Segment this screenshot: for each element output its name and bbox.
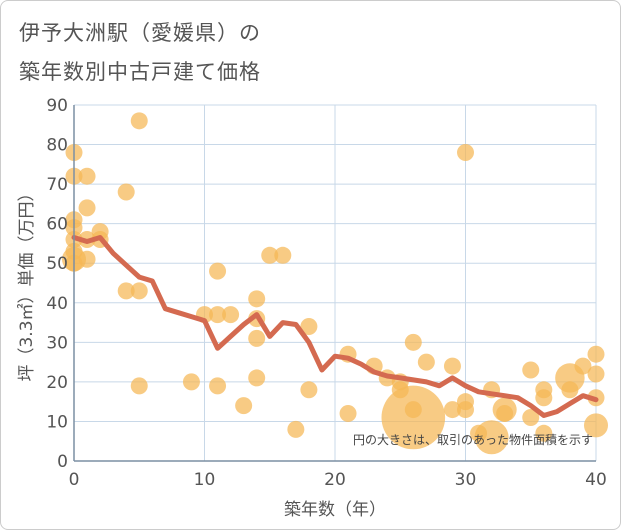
bubble-point <box>248 329 266 347</box>
x-tick-label: 30 <box>455 470 477 490</box>
bubble-point <box>457 143 474 161</box>
chart-title-line2: 築年数別中古戸建て価格 <box>19 60 261 84</box>
bubble-point <box>404 333 422 351</box>
y-tick-label: 10 <box>46 412 68 432</box>
bubble-point <box>496 405 514 423</box>
bubble-point <box>522 361 540 379</box>
bubble-point <box>443 401 461 419</box>
bubble-point <box>274 246 292 264</box>
bubble-point <box>209 377 227 395</box>
bubble-point <box>535 424 553 442</box>
bubble-point <box>522 408 540 426</box>
size-note: 円の大きさは、取引のあった物件面積を示す <box>353 432 593 447</box>
bubble-point <box>583 413 609 438</box>
x-tick-label: 20 <box>324 470 346 490</box>
bubble-point <box>587 345 605 363</box>
axes <box>73 105 596 462</box>
bubble-point <box>535 389 553 407</box>
bubble-point <box>417 353 435 371</box>
bubble-point <box>78 199 96 217</box>
chart-title-line1: 伊予大洲駅（愛媛県）の <box>19 21 261 45</box>
bubble-point <box>130 282 148 300</box>
bubble-point <box>235 397 253 415</box>
x-axis-label: 築年数（年） <box>284 500 386 520</box>
bubble-point <box>574 357 592 375</box>
bubble-point <box>457 401 474 419</box>
trend-line <box>71 235 599 418</box>
y-tick-label: 40 <box>46 294 68 314</box>
y-tick-label: 30 <box>46 333 68 353</box>
bubble-point <box>339 405 357 423</box>
bubble-point <box>209 262 227 280</box>
y-tick-label: 70 <box>46 175 68 195</box>
tick-labels: 0 10 20 30 40 50 60 70 80 90 0 10 20 30 40 <box>46 96 606 490</box>
bubble-point <box>78 167 96 185</box>
y-tick-label: 20 <box>46 373 68 393</box>
bubble-point <box>587 365 605 383</box>
x-tick-label: 0 <box>69 470 80 490</box>
bubble-point <box>182 373 200 391</box>
bubble-point <box>78 250 96 268</box>
y-tick-label: 50 <box>46 254 68 274</box>
bubble-point <box>474 420 509 455</box>
bubble-point <box>561 381 579 399</box>
bubble-point <box>209 306 227 324</box>
bubble-point <box>404 401 422 419</box>
bubble-point <box>300 318 318 336</box>
bubble-point <box>248 290 266 308</box>
bubble-point <box>443 357 461 375</box>
bubble-point <box>130 112 148 130</box>
bubble-point <box>248 369 266 387</box>
bubble-point <box>130 377 148 395</box>
y-tick-label: 90 <box>46 96 68 116</box>
bubble-point <box>261 246 279 264</box>
y-tick-label: 0 <box>57 452 68 472</box>
bubble-point <box>300 381 318 399</box>
x-tick-label: 40 <box>585 470 607 490</box>
y-axis-label: 坪（3.3㎡）単価（万円） <box>17 184 37 381</box>
bubble-point <box>287 420 305 438</box>
bubble-point <box>117 183 135 201</box>
y-tick-label: 60 <box>46 215 68 235</box>
bubble-point <box>222 306 240 324</box>
y-tick-label: 80 <box>46 136 68 156</box>
x-tick-label: 10 <box>194 470 216 490</box>
bubble-point <box>117 282 135 300</box>
average-price-line <box>71 235 599 418</box>
